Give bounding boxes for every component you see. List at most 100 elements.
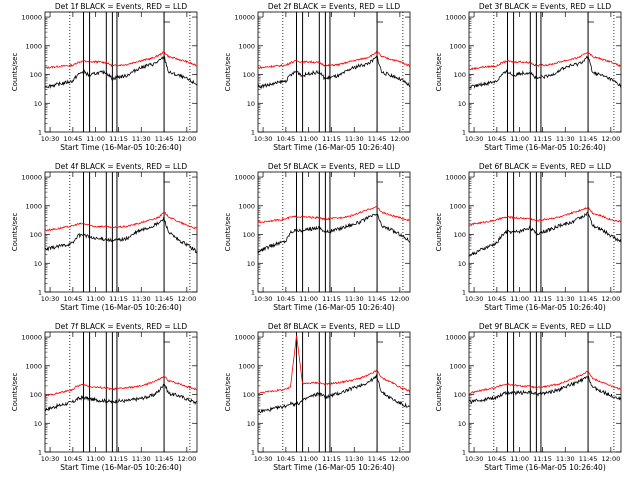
lld-series — [257, 335, 411, 395]
events-series — [257, 373, 411, 414]
y-axis-label: Counts/sec — [224, 373, 232, 412]
panel-4: Det 4f BLACK = Events, RED = LLD 1 10 100 10… — [11, 162, 198, 312]
y-tick-label: 10000 — [234, 174, 255, 182]
panel-2: Det 2f BLACK = Events, RED = LLD 1 10 100 10… — [224, 2, 411, 152]
lld-series — [44, 374, 198, 398]
panel-5: Det 5f BLACK = Events, RED = LLD 1 10 100 10… — [224, 162, 411, 312]
x-tick-label: 11:15 — [109, 295, 128, 303]
y-tick-label: 10 — [34, 260, 42, 268]
y-tick-label: 1000 — [238, 202, 255, 210]
y-tick-label: 10000 — [234, 334, 255, 342]
x-axis-label: Start Time (16-Mar-05 10:26:40) — [273, 303, 395, 312]
y-tick-label: 1 — [251, 449, 255, 457]
y-tick-label: 10000 — [234, 14, 255, 22]
x-tick-label: 10:30 — [41, 455, 60, 463]
y-tick-label: 1000 — [238, 362, 255, 370]
flag-marker — [163, 14, 171, 23]
x-tick-label: 11:00 — [299, 135, 318, 143]
x-tick-label: 10:45 — [487, 135, 506, 143]
x-tick-label: 10:30 — [254, 295, 273, 303]
y-axis-label: Counts/sec — [435, 213, 443, 252]
flag-marker — [587, 334, 595, 343]
x-tick-label: 10:45 — [63, 295, 82, 303]
x-tick-label: 10:45 — [63, 135, 82, 143]
x-tick-label: 12:00 — [177, 295, 196, 303]
x-tick-label: 12:00 — [177, 455, 196, 463]
x-tick-label: 10:45 — [487, 455, 506, 463]
events-series — [44, 54, 198, 89]
y-tick-label: 10 — [458, 420, 466, 428]
panel-3: Det 3f BLACK = Events, RED = LLD 1 10 100 10… — [435, 2, 622, 152]
x-tick-label: 11:30 — [132, 135, 151, 143]
lld-series — [468, 370, 622, 395]
panel-title: Det 7f BLACK = Events, RED = LLD — [55, 322, 188, 331]
y-axis-label: Counts/sec — [224, 213, 232, 252]
flag-marker — [376, 174, 384, 183]
x-tick-label: 11:00 — [510, 455, 529, 463]
events-series — [257, 213, 411, 254]
x-tick-label: 11:00 — [510, 295, 529, 303]
plot-frame — [44, 11, 198, 133]
x-tick-label: 11:45 — [579, 135, 598, 143]
y-tick-label: 1000 — [25, 362, 42, 370]
y-axis-label: Counts/sec — [11, 53, 19, 92]
x-tick-label: 11:15 — [533, 135, 552, 143]
x-tick-label: 11:45 — [368, 135, 387, 143]
y-tick-label: 1 — [38, 289, 42, 297]
panel-title: Det 2f BLACK = Events, RED = LLD — [268, 2, 401, 11]
y-tick-label: 10 — [34, 420, 42, 428]
x-tick-label: 11:00 — [86, 295, 105, 303]
flag-marker — [376, 334, 384, 343]
y-tick-label: 10000 — [445, 174, 466, 182]
y-tick-label: 10 — [247, 260, 255, 268]
x-tick-label: 10:30 — [254, 455, 273, 463]
x-tick-label: 11:30 — [345, 295, 364, 303]
y-axis-label: Counts/sec — [11, 213, 19, 252]
y-axis-label: Counts/sec — [224, 53, 232, 92]
x-tick-label: 12:00 — [390, 135, 409, 143]
y-tick-label: 100 — [454, 71, 466, 79]
x-tick-label: 11:45 — [579, 455, 598, 463]
plot-frame — [257, 11, 411, 133]
x-tick-label: 10:30 — [465, 455, 484, 463]
x-tick-label: 11:45 — [155, 455, 174, 463]
y-tick-label: 10 — [34, 100, 42, 108]
y-tick-label: 10 — [247, 420, 255, 428]
y-tick-label: 10000 — [21, 14, 42, 22]
x-tick-label: 11:15 — [109, 455, 128, 463]
panel-9: Det 9f BLACK = Events, RED = LLD 1 10 100 10… — [435, 322, 622, 472]
y-axis-label: Counts/sec — [11, 373, 19, 412]
events-series — [257, 55, 411, 90]
x-tick-label: 11:00 — [510, 135, 529, 143]
plot-frame — [468, 11, 622, 133]
y-tick-label: 10 — [458, 100, 466, 108]
x-tick-label: 11:15 — [533, 455, 552, 463]
x-tick-label: 11:15 — [322, 135, 341, 143]
panel-6: Det 6f BLACK = Events, RED = LLD 1 10 100 10… — [435, 162, 622, 312]
x-tick-label: 10:45 — [276, 135, 295, 143]
y-tick-label: 1000 — [238, 42, 255, 50]
events-series — [44, 217, 198, 254]
x-tick-label: 10:45 — [276, 295, 295, 303]
x-tick-label: 12:00 — [177, 135, 196, 143]
x-tick-label: 10:45 — [487, 295, 506, 303]
y-tick-label: 100 — [30, 231, 42, 239]
y-tick-label: 100 — [243, 391, 255, 399]
x-tick-label: 11:30 — [132, 455, 151, 463]
x-tick-label: 11:15 — [109, 135, 128, 143]
events-series — [468, 375, 622, 405]
panel-8: Det 8f BLACK = Events, RED = LLD 1 10 100 10… — [224, 322, 411, 472]
y-tick-label: 10000 — [445, 334, 466, 342]
lld-series — [468, 206, 622, 226]
x-tick-label: 11:30 — [556, 295, 575, 303]
x-tick-label: 11:15 — [322, 295, 341, 303]
x-axis-label: Start Time (16-Mar-05 10:26:40) — [60, 143, 182, 152]
x-tick-label: 11:30 — [345, 455, 364, 463]
flag-marker — [163, 174, 171, 183]
lld-series — [468, 51, 622, 71]
y-tick-label: 100 — [30, 391, 42, 399]
y-axis-label: Counts/sec — [435, 373, 443, 412]
events-series — [44, 383, 198, 412]
